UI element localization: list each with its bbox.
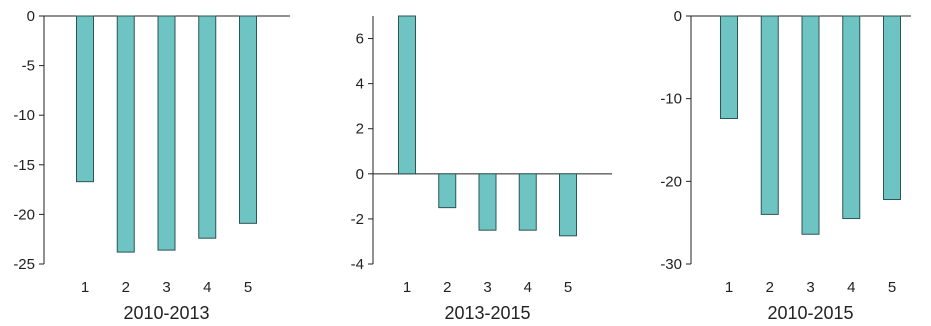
x-tick-label: 2: [766, 279, 774, 296]
y-tick-label: -10: [13, 107, 35, 124]
x-axis-label: 2010-2013: [123, 303, 209, 323]
x-tick-label: 3: [806, 279, 814, 296]
chart-panel-2: 6 4 2 0 -2 -4 1 2 3 4 5 2013-2015: [351, 15, 612, 323]
y-tick-label: 6: [356, 31, 364, 48]
y-tick-label: -20: [13, 206, 35, 223]
y-tick-label: 2: [356, 121, 364, 138]
y-tick-label: -30: [660, 256, 682, 273]
x-tick-label: 3: [483, 279, 491, 296]
bar-5: [239, 15, 257, 224]
bar-5: [559, 173, 577, 237]
x-tick-label: 5: [888, 279, 896, 296]
x-tick-label: 2: [122, 279, 130, 296]
bar-3: [157, 15, 176, 251]
y-tick-label: -4: [351, 256, 364, 273]
y-tick-label: -15: [13, 157, 35, 174]
y-tick-label: 4: [356, 76, 364, 93]
x-axis-label: 2013-2015: [444, 303, 530, 323]
bar-5: [883, 15, 901, 201]
x-tick-label: 4: [847, 279, 855, 296]
y-tick-label: 0: [356, 166, 364, 183]
y-tick-label: -20: [660, 173, 682, 190]
x-tick-label: 1: [403, 279, 411, 296]
x-tick-label: 4: [524, 279, 532, 296]
x-tick-label: 4: [203, 279, 211, 296]
x-tick-label: 5: [564, 279, 572, 296]
y-tick-label: -25: [13, 256, 35, 273]
bar-2: [760, 15, 779, 215]
x-tick-label: 1: [81, 279, 89, 296]
bar-1: [76, 15, 94, 183]
y-tick-label: 0: [674, 8, 682, 25]
chart-panel-3: 0 -10 -20 -30 1 2 3 4 5 2010-2015: [660, 8, 911, 323]
x-tick-label: 3: [162, 279, 170, 296]
x-axis-label: 2010-2015: [767, 303, 853, 323]
bar-4: [518, 173, 537, 231]
x-tick-label: 1: [725, 279, 733, 296]
x-tick-label: 5: [244, 279, 252, 296]
bar-1: [720, 15, 738, 120]
chart-panel-1: 0 -5 -10 -15 -20 -25 1 2 3 4 5 2010-2013: [13, 8, 290, 323]
y-tick-label: -2: [351, 211, 364, 228]
bar-2: [438, 173, 457, 209]
y-tick-label: -5: [22, 58, 35, 75]
y-tick-label: 0: [27, 8, 35, 25]
bar-3: [478, 173, 497, 231]
y-tick-label: -10: [660, 91, 682, 108]
bar-2: [116, 15, 135, 253]
bar-1: [398, 15, 416, 175]
bar-3: [801, 15, 820, 235]
x-tick-label: 2: [443, 279, 451, 296]
bar-4: [842, 15, 861, 220]
bar-4: [198, 15, 217, 239]
